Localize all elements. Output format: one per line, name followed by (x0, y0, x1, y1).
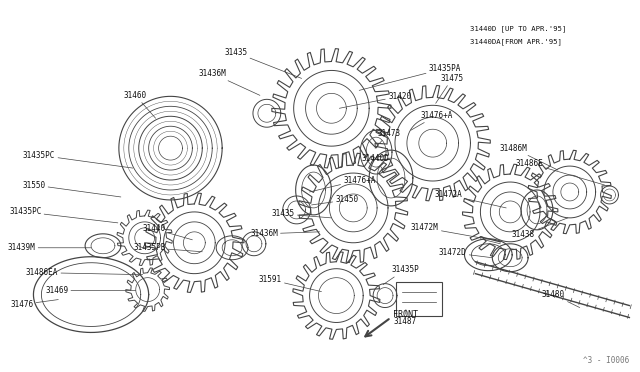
Text: 31472D: 31472D (439, 248, 492, 258)
Text: 31472M: 31472M (411, 223, 481, 238)
Text: 31440D [UP TO APR.'95]: 31440D [UP TO APR.'95] (470, 26, 566, 32)
Text: 31480: 31480 (541, 290, 580, 308)
Text: 31440: 31440 (143, 224, 193, 240)
Text: 31435: 31435 (271, 209, 332, 218)
Text: 31473: 31473 (375, 129, 400, 148)
Text: 31486E: 31486E (515, 158, 605, 185)
Text: FRONT: FRONT (393, 311, 418, 320)
Text: 31472A: 31472A (435, 190, 506, 208)
Text: 31460: 31460 (124, 91, 156, 118)
Text: 31435PC: 31435PC (23, 151, 132, 168)
Text: 31475: 31475 (436, 74, 464, 103)
Text: 31435PC: 31435PC (9, 208, 118, 223)
Text: 31476: 31476 (10, 299, 58, 309)
Text: ^3 - I0006: ^3 - I0006 (583, 356, 629, 365)
Text: 31440D: 31440D (361, 154, 389, 170)
Text: 31550: 31550 (22, 180, 121, 197)
Text: 31436M: 31436M (198, 69, 260, 95)
Text: 31438: 31438 (512, 218, 568, 239)
Bar (396, 282, 442, 315)
Text: 31486EA: 31486EA (26, 268, 143, 277)
Text: 31591: 31591 (259, 275, 321, 292)
Text: 31435: 31435 (224, 48, 301, 78)
Text: 31450: 31450 (312, 195, 358, 205)
Text: 31476+A: 31476+A (411, 111, 453, 130)
Text: 31420: 31420 (339, 92, 411, 108)
Text: 31476+A: 31476+A (310, 176, 376, 192)
Text: 31487: 31487 (394, 310, 417, 326)
Text: 31439M: 31439M (8, 243, 91, 252)
Text: 31440DA[FROM APR.'95]: 31440DA[FROM APR.'95] (470, 39, 563, 45)
Text: 31435PB: 31435PB (133, 243, 202, 252)
Text: 31436M: 31436M (250, 229, 319, 238)
Text: 31435PA: 31435PA (359, 64, 461, 90)
Text: 31469: 31469 (45, 286, 136, 295)
Text: 31486M: 31486M (499, 144, 558, 170)
Text: 31435P: 31435P (383, 265, 419, 285)
